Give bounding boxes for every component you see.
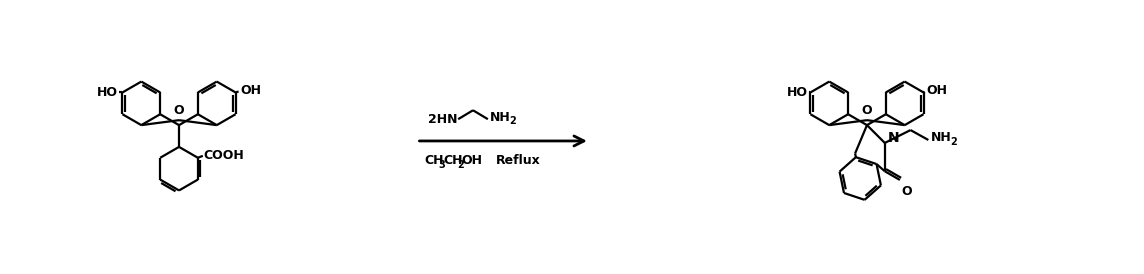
Text: OH: OH [240, 84, 262, 97]
Text: NH: NH [490, 111, 510, 124]
Text: 2HN: 2HN [429, 113, 458, 126]
Text: CH: CH [444, 154, 463, 167]
Text: O: O [861, 104, 872, 117]
Text: OH: OH [927, 84, 947, 97]
Text: OH: OH [461, 154, 482, 167]
Text: O: O [174, 104, 184, 117]
Text: 2: 2 [951, 137, 956, 147]
Text: CH: CH [424, 154, 444, 167]
Text: 2: 2 [458, 160, 464, 170]
Text: 3: 3 [438, 160, 445, 170]
Text: HO: HO [96, 86, 118, 99]
Text: O: O [901, 185, 913, 198]
Text: NH: NH [931, 132, 952, 144]
Text: N: N [888, 131, 899, 145]
Text: HO: HO [786, 86, 808, 99]
Text: COOH: COOH [204, 149, 245, 162]
Text: 2: 2 [509, 116, 516, 126]
Text: Reflux: Reflux [495, 154, 540, 167]
